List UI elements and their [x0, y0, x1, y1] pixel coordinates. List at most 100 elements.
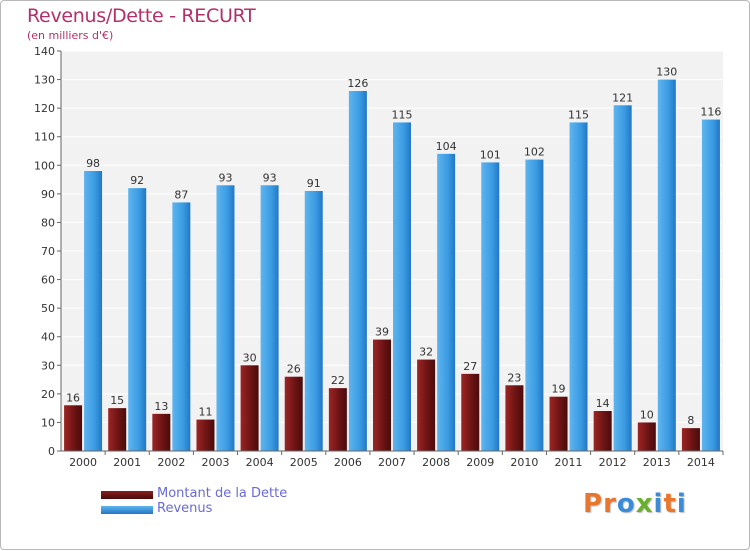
- chart-title: Revenus/Dette - RECURT: [27, 5, 256, 27]
- x-tick-label: 2001: [113, 456, 141, 469]
- bar-debt-2012: [593, 411, 612, 451]
- data-label-revenue: 93: [218, 171, 232, 184]
- y-tick-label: 90: [41, 188, 55, 201]
- data-label-revenue: 101: [480, 148, 501, 161]
- y-tick-label: 20: [41, 388, 55, 401]
- bar-debt-2003: [196, 419, 215, 451]
- bar-debt-2014: [681, 428, 700, 451]
- data-label-debt: 11: [198, 406, 212, 419]
- x-tick-label: 2014: [687, 456, 715, 469]
- x-tick-label: 2012: [599, 456, 627, 469]
- bar-debt-2013: [637, 422, 656, 451]
- data-label-debt: 15: [110, 394, 124, 407]
- data-label-revenue: 93: [263, 171, 277, 184]
- data-label-revenue: 115: [392, 108, 413, 121]
- bar-revenue-2007: [393, 122, 411, 451]
- bar-revenue-2011: [569, 122, 588, 451]
- logo-letter: x: [635, 489, 654, 519]
- chart-subtitle: (en milliers d'€): [27, 29, 114, 42]
- data-label-revenue: 126: [347, 77, 368, 90]
- data-label-debt: 8: [687, 414, 694, 427]
- legend-item-revenue: Revenus: [101, 501, 361, 517]
- legend: Montant de la Dette Revenus: [101, 486, 361, 517]
- x-tick-label: 2006: [334, 456, 362, 469]
- bar-debt-2005: [284, 376, 303, 451]
- x-tick-label: 2009: [466, 456, 494, 469]
- logo-letter: i: [653, 489, 664, 519]
- y-tick-label: 100: [34, 159, 55, 172]
- data-label-revenue: 102: [524, 146, 545, 159]
- y-tick-label: 10: [41, 416, 55, 429]
- data-label-debt: 30: [243, 351, 257, 364]
- bar-revenue-2012: [613, 105, 632, 452]
- bar-debt-2001: [108, 408, 127, 451]
- data-label-debt: 10: [640, 408, 654, 421]
- x-tick-label: 2007: [378, 456, 406, 469]
- bar-revenue-2013: [657, 79, 676, 452]
- bar-revenue-2003: [216, 185, 235, 452]
- data-label-debt: 26: [287, 363, 301, 376]
- data-label-revenue: 98: [86, 157, 100, 170]
- bar-debt-2008: [417, 359, 436, 451]
- bar-revenue-2004: [260, 185, 279, 452]
- logo-letter: P: [583, 489, 604, 519]
- data-label-revenue: 87: [174, 188, 188, 201]
- data-label-debt: 23: [507, 371, 521, 384]
- data-label-debt: 22: [331, 374, 345, 387]
- legend-item-debt: Montant de la Dette: [101, 486, 361, 502]
- bar-revenue-2005: [304, 191, 323, 451]
- data-label-debt: 32: [419, 346, 433, 359]
- x-tick-label: 2004: [246, 456, 274, 469]
- data-label-revenue: 130: [656, 66, 677, 79]
- x-tick-label: 2011: [555, 456, 583, 469]
- y-tick-label: 120: [34, 102, 55, 115]
- y-tick-label: 30: [41, 359, 55, 372]
- y-tick-label: 130: [34, 74, 55, 87]
- bar-revenue-2009: [481, 162, 500, 451]
- bar-revenue-2001: [128, 188, 147, 451]
- bar-revenue-2006: [348, 91, 367, 451]
- x-tick-label: 2002: [157, 456, 185, 469]
- bar-debt-2000: [64, 405, 83, 451]
- legend-swatch-debt: [101, 491, 153, 499]
- bar-revenue-2008: [437, 153, 456, 451]
- data-label-debt: 14: [596, 397, 610, 410]
- legend-label-debt: Montant de la Dette: [157, 486, 288, 501]
- bar-revenue-2002: [172, 202, 191, 451]
- y-tick-label: 140: [34, 45, 55, 58]
- logo-letter: t: [663, 489, 677, 519]
- bar-debt-2011: [549, 396, 568, 451]
- y-tick-label: 70: [41, 245, 55, 258]
- y-tick-label: 60: [41, 274, 55, 287]
- y-tick-label: 50: [41, 302, 55, 315]
- data-label-revenue: 116: [700, 106, 721, 119]
- legend-label-revenue: Revenus: [157, 501, 213, 516]
- y-tick-label: 110: [34, 131, 55, 144]
- x-tick-label: 2013: [643, 456, 671, 469]
- x-tick-label: 2003: [201, 456, 229, 469]
- data-label-revenue: 115: [568, 108, 589, 121]
- bar-debt-2007: [373, 339, 391, 451]
- bar-revenue-2014: [701, 119, 720, 452]
- x-tick-label: 2000: [69, 456, 97, 469]
- logo-letter: i: [676, 489, 687, 519]
- x-tick-label: 2005: [290, 456, 318, 469]
- x-tick-label: 2010: [510, 456, 538, 469]
- data-label-debt: 39: [375, 326, 389, 339]
- bar-revenue-2000: [84, 171, 103, 451]
- bar-debt-2009: [461, 373, 480, 451]
- proxiti-logo: Proxiti: [583, 489, 687, 519]
- bar-debt-2004: [240, 365, 259, 451]
- data-label-debt: 19: [552, 383, 566, 396]
- y-tick-label: 40: [41, 331, 55, 344]
- data-label-revenue: 104: [436, 140, 457, 153]
- data-label-debt: 27: [463, 360, 477, 373]
- data-label-revenue: 91: [307, 177, 321, 190]
- data-label-debt: 16: [66, 391, 80, 404]
- y-tick-label: 80: [41, 216, 55, 229]
- x-tick-label: 2008: [422, 456, 450, 469]
- bar-debt-2010: [505, 385, 524, 451]
- bar-debt-2002: [152, 413, 171, 451]
